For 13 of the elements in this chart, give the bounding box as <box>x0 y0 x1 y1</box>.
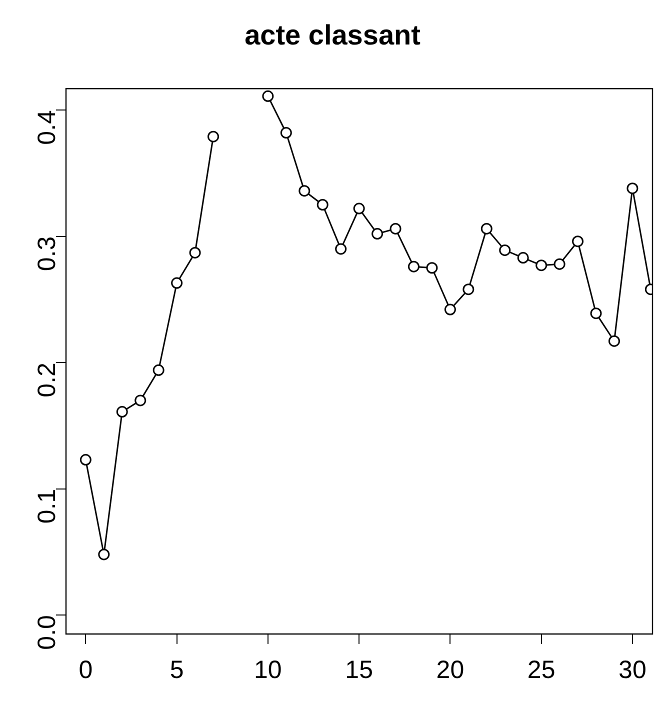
y-tick-label: 0.1 <box>32 488 61 524</box>
x-tick-label: 0 <box>78 656 93 684</box>
y-tick-label: 0.3 <box>32 236 61 272</box>
x-tick-label: 30 <box>618 656 646 684</box>
y-tick-label: 0.0 <box>32 615 61 650</box>
x-tick-label: 20 <box>436 656 464 684</box>
y-tick-label: 0.4 <box>32 110 61 145</box>
x-tick-label: 10 <box>254 656 282 684</box>
x-tick-label: 5 <box>170 656 184 684</box>
chart-title: acte classant <box>244 20 420 51</box>
x-tick-label: 25 <box>527 656 556 684</box>
y-tick-label: 0.2 <box>32 362 61 398</box>
x-tick-label: 15 <box>345 656 373 684</box>
